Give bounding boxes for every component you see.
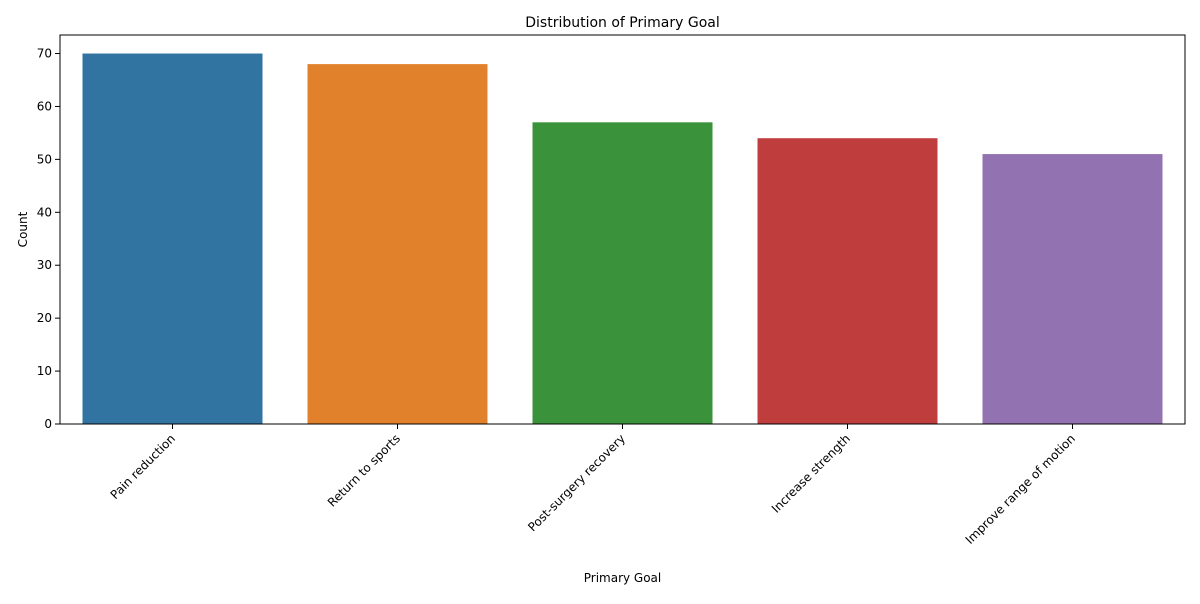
y-axis-label: Count (16, 211, 30, 247)
bar-1 (307, 64, 488, 425)
x-tick-label: Pain reduction (108, 431, 178, 501)
x-tick-label: Increase strength (769, 431, 853, 515)
y-tick-label: 70 (37, 47, 52, 61)
plot-frame (59, 34, 1186, 425)
x-tick-label: Return to sports (325, 431, 403, 509)
y-tick-label: 10 (37, 364, 52, 378)
x-tick-label: Improve range of motion (963, 431, 1078, 546)
bar-3 (757, 138, 938, 424)
y-tick-label: 50 (37, 152, 52, 166)
y-tick-label: 40 (37, 205, 52, 219)
bar-0 (82, 53, 263, 425)
x-axis: Pain reduction Return to sports Post-surge… (108, 424, 1078, 547)
x-tick-label: Post-surgery recovery (525, 431, 628, 534)
chart-title: Distribution of Primary Goal (525, 15, 720, 31)
x-axis-label: Primary Goal (584, 571, 662, 585)
y-tick-label: 0 (44, 417, 52, 431)
y-axis: 0 10 20 30 40 50 60 70 (37, 47, 60, 431)
bar-4 (982, 154, 1163, 424)
y-tick-label: 20 (37, 311, 52, 325)
y-tick-label: 30 (37, 258, 52, 272)
bar-2 (532, 122, 713, 424)
bars-layer (82, 53, 1163, 425)
y-tick-label: 60 (37, 99, 52, 113)
